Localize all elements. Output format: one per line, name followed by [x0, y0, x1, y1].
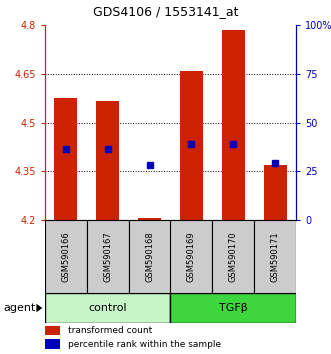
- Bar: [212, 220, 254, 293]
- Bar: [170, 293, 296, 323]
- Bar: [45, 339, 60, 349]
- Bar: [45, 220, 87, 293]
- Text: GSM590167: GSM590167: [103, 231, 112, 282]
- Bar: [54, 98, 77, 220]
- Bar: [138, 218, 161, 220]
- Bar: [87, 220, 129, 293]
- Text: GDS4106 / 1553141_at: GDS4106 / 1553141_at: [93, 5, 238, 18]
- Text: GSM590170: GSM590170: [229, 231, 238, 282]
- Text: agent: agent: [3, 303, 36, 313]
- Bar: [254, 220, 296, 293]
- Text: transformed count: transformed count: [68, 326, 152, 335]
- Text: control: control: [88, 303, 127, 313]
- Text: percentile rank within the sample: percentile rank within the sample: [68, 340, 221, 349]
- Bar: [129, 220, 170, 293]
- Bar: [45, 326, 60, 335]
- Bar: [222, 30, 245, 220]
- Bar: [170, 220, 212, 293]
- Bar: [96, 101, 119, 220]
- Bar: [180, 70, 203, 220]
- Bar: [45, 293, 170, 323]
- Text: GSM590166: GSM590166: [62, 231, 71, 282]
- Bar: [263, 165, 287, 220]
- Text: GSM590171: GSM590171: [270, 231, 280, 282]
- Text: GSM590169: GSM590169: [187, 231, 196, 282]
- Text: TGFβ: TGFβ: [219, 303, 248, 313]
- Text: GSM590168: GSM590168: [145, 231, 154, 282]
